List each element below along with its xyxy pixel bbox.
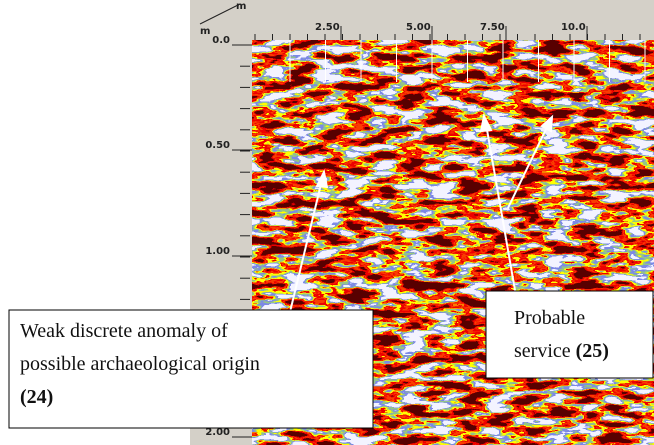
annotation-word: service <box>514 340 571 362</box>
x-tick-label: 2.50 <box>315 22 340 33</box>
annotation-ref: (24) <box>20 386 53 408</box>
annotation-box <box>486 291 653 378</box>
page: m m 2.50 5.00 7.50 10.0 0.0 0.50 1.00 2.00 Weak… <box>0 0 654 445</box>
x-tick-label: 5.00 <box>406 22 431 33</box>
y-tick-label: 0.0 <box>212 35 230 46</box>
annotation-line: service (25) <box>514 340 609 362</box>
annotation-line: possible archaeological origin <box>20 353 260 375</box>
annotation-line: Weak discrete anomaly of <box>20 320 228 342</box>
annotation-ref: (25) <box>576 340 609 362</box>
x-tick-label: 7.50 <box>480 22 505 33</box>
y-tick-label: 2.00 <box>205 427 230 438</box>
x-tick-label: 10.0 <box>561 22 586 33</box>
annotation-line: Probable <box>514 307 585 329</box>
y-tick-label: 1.00 <box>205 246 230 257</box>
y-tick-label: 0.50 <box>205 140 230 151</box>
top-ruler <box>190 0 654 40</box>
corner-x-unit: m <box>236 1 246 12</box>
corner-y-unit: m <box>200 26 210 37</box>
radargram-figure: m m 2.50 5.00 7.50 10.0 0.0 0.50 1.00 2.00 Weak… <box>0 0 654 445</box>
